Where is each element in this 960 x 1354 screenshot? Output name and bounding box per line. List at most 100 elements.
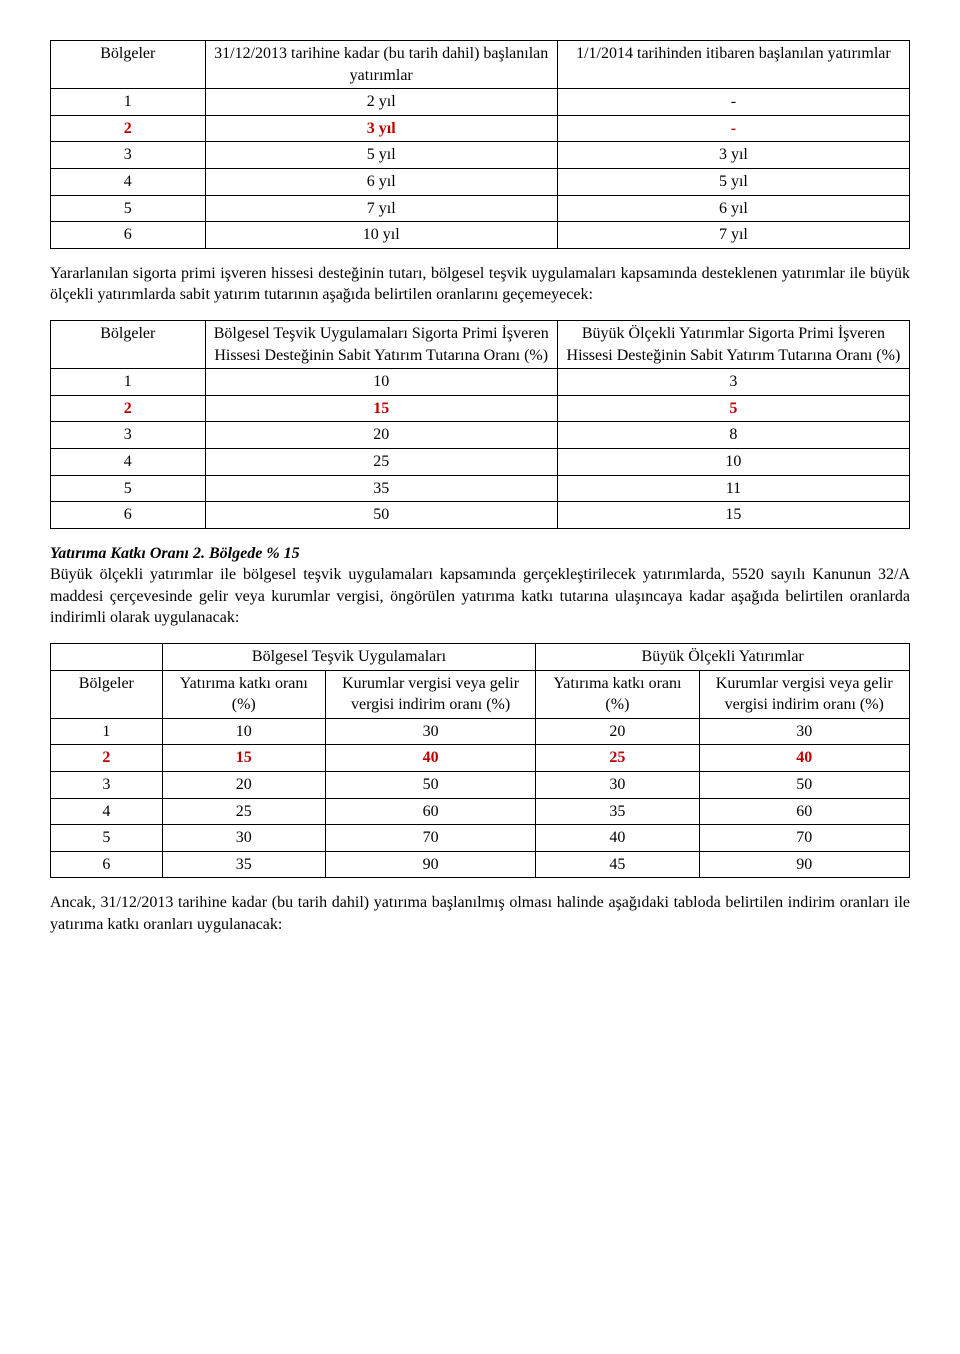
table-cell: 4: [51, 798, 163, 825]
table-cell: 20: [536, 718, 699, 745]
table-cell: 10: [557, 448, 909, 475]
table-cell: 7 yıl: [557, 222, 909, 249]
table-yatirim-sureleri: Bölgeler 31/12/2013 tarihine kadar (bu t…: [50, 40, 910, 249]
table-cell: 5: [51, 475, 206, 502]
paragraph-ancak: Ancak, 31/12/2013 tarihine kadar (bu tar…: [50, 892, 910, 935]
table-cell: 50: [205, 502, 557, 529]
table-header-row: Bölgeler Bölgesel Teşvik Uygulamaları Si…: [51, 320, 910, 368]
table-cell: 5: [51, 825, 163, 852]
table-row: 57 yıl6 yıl: [51, 195, 910, 222]
table-cell: 60: [325, 798, 535, 825]
table-cell: 30: [325, 718, 535, 745]
table-cell: 90: [699, 851, 909, 878]
header-bolgeler: Bölgeler: [51, 320, 206, 368]
table-cell: 20: [205, 422, 557, 449]
table-cell: 30: [162, 825, 325, 852]
table-cell: 3 yıl: [205, 115, 557, 142]
table-cell: -: [557, 89, 909, 116]
table-cell: 50: [699, 772, 909, 799]
table-cell: 60: [699, 798, 909, 825]
table-row: 2155: [51, 395, 910, 422]
table-cell: 3: [51, 422, 206, 449]
subheader-indirim-orani-1: Kurumlar vergisi veya gelir vergisi indi…: [325, 670, 535, 718]
paragraph-sigorta-primi: Yararlanılan sigorta primi işveren hisse…: [50, 263, 910, 306]
table-cell: 4: [51, 448, 206, 475]
table-row: 320503050: [51, 772, 910, 799]
table-cell: 5: [557, 395, 909, 422]
table-cell: 40: [536, 825, 699, 852]
table-cell: 90: [325, 851, 535, 878]
table-cell: 70: [325, 825, 535, 852]
subheader-katki-orani-2: Yatırıma katkı oranı (%): [536, 670, 699, 718]
table-subheader-row: Bölgeler Yatırıma katkı oranı (%) Kuruml…: [51, 670, 910, 718]
table-cell: 25: [205, 448, 557, 475]
table-cell: 2 yıl: [205, 89, 557, 116]
table-cell: 8: [557, 422, 909, 449]
table-row: 215402540: [51, 745, 910, 772]
table-cell: 3 yıl: [557, 142, 909, 169]
table-cell: 30: [536, 772, 699, 799]
header-group-buyuk: Büyük Ölçekli Yatırımlar: [536, 644, 910, 671]
table-sigorta-primi-oranlari: Bölgeler Bölgesel Teşvik Uygulamaları Si…: [50, 320, 910, 529]
table-cell: 40: [699, 745, 909, 772]
table-cell: 5 yıl: [557, 168, 909, 195]
table-cell: -: [557, 115, 909, 142]
table-row: 610 yıl7 yıl: [51, 222, 910, 249]
table-cell: 6 yıl: [205, 168, 557, 195]
table-yatirima-katki-oranlari: Bölgesel Teşvik Uygulamaları Büyük Ölçek…: [50, 643, 910, 878]
table-cell: 3: [557, 369, 909, 396]
table-row: 110302030: [51, 718, 910, 745]
table-cell: 40: [325, 745, 535, 772]
table-cell: 15: [557, 502, 909, 529]
table-cell: 2: [51, 395, 206, 422]
subheader-katki-orani-1: Yatırıma katkı oranı (%): [162, 670, 325, 718]
table-cell: 11: [557, 475, 909, 502]
table-cell: 3: [51, 142, 206, 169]
table-row: 53511: [51, 475, 910, 502]
table-cell: 6 yıl: [557, 195, 909, 222]
table-cell: 6: [51, 851, 163, 878]
header-group-bolgesel: Bölgesel Teşvik Uygulamaları: [162, 644, 536, 671]
table-group-header-row: Bölgesel Teşvik Uygulamaları Büyük Ölçek…: [51, 644, 910, 671]
table-cell: 35: [536, 798, 699, 825]
table-cell: 30: [699, 718, 909, 745]
table-cell: 70: [699, 825, 909, 852]
header-blank: [51, 644, 163, 671]
table-cell: 35: [205, 475, 557, 502]
header-bolgesel-tesvik: Bölgesel Teşvik Uygulamaları Sigorta Pri…: [205, 320, 557, 368]
table-cell: 20: [162, 772, 325, 799]
paragraph-yatirima-katki: Büyük ölçekli yatırımlar ile bölgesel te…: [50, 564, 910, 629]
table-row: 65015: [51, 502, 910, 529]
table-cell: 5 yıl: [205, 142, 557, 169]
section-yatirima-katki: Yatırıma Katkı Oranı 2. Bölgede % 15 Büy…: [50, 543, 910, 629]
table-cell: 10: [162, 718, 325, 745]
table-cell: 6: [51, 222, 206, 249]
header-buyuk-olcekli: Büyük Ölçekli Yatırımlar Sigorta Primi İ…: [557, 320, 909, 368]
table-row: 23 yıl-: [51, 115, 910, 142]
table-cell: 10 yıl: [205, 222, 557, 249]
table-row: 530704070: [51, 825, 910, 852]
table-cell: 45: [536, 851, 699, 878]
header-2014: 1/1/2014 tarihinden itibaren başlanılan …: [557, 41, 909, 89]
table-row: 46 yıl5 yıl: [51, 168, 910, 195]
subheader-indirim-orani-2: Kurumlar vergisi veya gelir vergisi indi…: [699, 670, 909, 718]
table-cell: 4: [51, 168, 206, 195]
table-cell: 1: [51, 89, 206, 116]
table-cell: 5: [51, 195, 206, 222]
table-cell: 15: [205, 395, 557, 422]
table-cell: 25: [536, 745, 699, 772]
table-cell: 1: [51, 718, 163, 745]
table-row: 12 yıl-: [51, 89, 910, 116]
heading-yatirima-katki: Yatırıma Katkı Oranı 2. Bölgede % 15: [50, 543, 910, 565]
table-row: 3208: [51, 422, 910, 449]
table-cell: 10: [205, 369, 557, 396]
table-cell: 6: [51, 502, 206, 529]
table-row: 425603560: [51, 798, 910, 825]
table-cell: 25: [162, 798, 325, 825]
subheader-bolgeler: Bölgeler: [51, 670, 163, 718]
table-row: 1103: [51, 369, 910, 396]
table-cell: 3: [51, 772, 163, 799]
table-cell: 15: [162, 745, 325, 772]
table-row: 35 yıl3 yıl: [51, 142, 910, 169]
table-cell: 2: [51, 745, 163, 772]
